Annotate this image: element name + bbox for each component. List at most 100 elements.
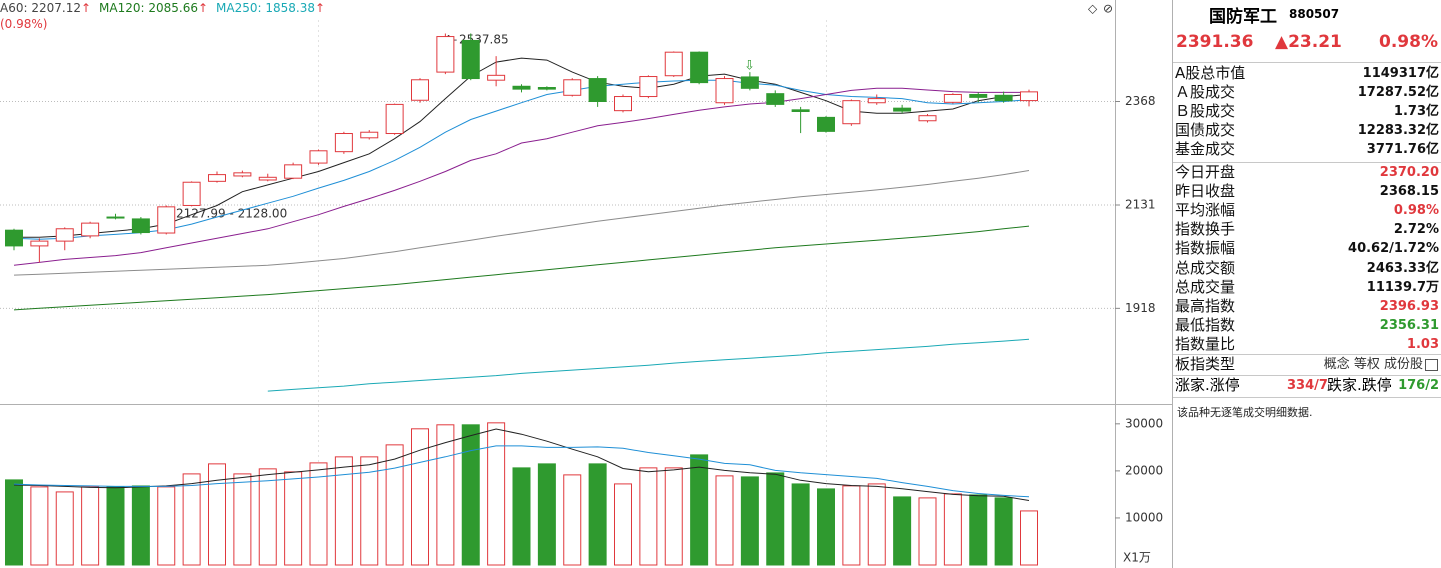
header-line: A60: 2207.12↑ MA120: 2085.66↑ MA250: 1858.… xyxy=(0,0,333,16)
candle-body xyxy=(639,76,658,98)
volume-bar xyxy=(842,485,861,566)
volume-bar xyxy=(208,463,226,566)
candle-body xyxy=(360,131,379,139)
row-label: 今日开盘 xyxy=(1175,163,1236,181)
settings-icon[interactable]: ⊘ xyxy=(1103,2,1113,16)
stat-row: A股总市值 1149317亿 xyxy=(1175,64,1439,83)
stat-row: Ｂ股成交 1.73亿 xyxy=(1175,102,1439,121)
volume-bar xyxy=(817,488,835,566)
candle-body xyxy=(436,36,455,73)
row-label: 总成交量 xyxy=(1175,277,1236,296)
separator xyxy=(1173,62,1441,63)
ma-line xyxy=(13,225,1030,311)
volume-bar xyxy=(233,473,252,566)
candle-body xyxy=(487,74,506,81)
candle-body xyxy=(537,87,556,90)
y-tick-label: 30000 xyxy=(1125,416,1163,430)
candle-body xyxy=(588,78,607,102)
stat-row: 昨日收盘 2368.15 xyxy=(1175,182,1439,201)
volume-bar xyxy=(106,486,125,566)
row-value: 17287.52亿 xyxy=(1357,85,1439,101)
type-icon[interactable] xyxy=(1425,359,1438,371)
up-label: 涨家.涨停 xyxy=(1175,376,1240,394)
candle-body xyxy=(918,115,937,122)
candle-body xyxy=(334,133,353,153)
volume-bar xyxy=(943,493,962,566)
volume-bar xyxy=(5,479,23,566)
note: 该品种无逐笔成交明细数据. xyxy=(1177,406,1313,419)
volume-bar xyxy=(309,462,328,566)
candle-body xyxy=(233,172,252,177)
volume-bar xyxy=(1020,510,1038,566)
candle-body xyxy=(614,96,632,112)
volume-bar xyxy=(639,467,658,566)
volume-bar xyxy=(131,485,150,566)
ma-header: A60: 2207.12↑ MA120: 2085.66↑ MA250: 1858.… xyxy=(0,0,333,32)
candle-body xyxy=(385,103,404,135)
stat-row: 平均涨幅 0.98% xyxy=(1175,201,1439,220)
stat-row: 总成交量 11139.7万 xyxy=(1175,278,1439,297)
row-value: 0.98% xyxy=(1393,203,1439,219)
volume-bar xyxy=(791,483,810,566)
candle-body xyxy=(55,228,74,242)
volume-bar xyxy=(766,472,785,566)
candle-body xyxy=(994,94,1013,102)
down-value: 176/2 xyxy=(1398,378,1439,393)
volume-bar xyxy=(893,496,912,566)
volume-bar xyxy=(918,497,937,566)
stat-row: 总成交额 2463.33亿 xyxy=(1175,259,1439,278)
diamond-icon[interactable]: ◇ xyxy=(1088,2,1098,16)
row-label: 基金成交 xyxy=(1175,140,1236,159)
signal-arrow: ⇩ xyxy=(744,59,755,74)
volume-unit: X1万 xyxy=(1123,551,1151,565)
volume-bar xyxy=(614,483,632,566)
row-value: 2356.31 xyxy=(1379,317,1439,333)
stat-row: 基金成交 3771.76亿 xyxy=(1175,140,1439,159)
row-value: 1.73亿 xyxy=(1393,104,1439,120)
stat-row: 今日开盘 2370.20 xyxy=(1175,163,1439,182)
candle-body xyxy=(284,164,303,179)
volume-bar xyxy=(284,471,303,566)
row-label: 指数振幅 xyxy=(1175,239,1236,258)
row-value: 1149317亿 xyxy=(1362,66,1439,81)
candle-body xyxy=(893,107,912,112)
separator xyxy=(1173,375,1441,376)
candle-body xyxy=(766,93,785,105)
chart-bg xyxy=(0,0,1172,568)
ma-arrow: ↑ xyxy=(80,1,92,15)
index-price: 2391.36 xyxy=(1176,32,1254,52)
candle-body xyxy=(258,176,277,181)
ma-arrow: ↑ xyxy=(197,1,209,15)
volume-bar xyxy=(411,428,429,566)
row-value: 2.72% xyxy=(1393,222,1439,238)
type-row: 板指类型 概念 等权 成份股 xyxy=(1175,355,1439,374)
row-label: 总成交额 xyxy=(1175,258,1236,277)
stat-row: 指数振幅 40.62/1.72% xyxy=(1175,239,1439,258)
candle-body xyxy=(664,51,683,77)
row-label: 指数量比 xyxy=(1175,334,1236,353)
candle-body xyxy=(715,78,734,104)
index-percent: 0.98% xyxy=(1379,32,1438,52)
volume-bar xyxy=(690,454,709,566)
separator xyxy=(1173,397,1441,398)
separator xyxy=(1173,354,1441,355)
stat-row: 指数换手 2.72% xyxy=(1175,220,1439,239)
candle-body xyxy=(106,216,125,219)
header-line: (0.98%) xyxy=(0,16,333,32)
down-label: 跌家.跌停 xyxy=(1327,376,1392,394)
y-tick-label: 1918 xyxy=(1125,301,1156,315)
limit-row: 涨家.涨停 334/7 跌家.跌停 176/2 xyxy=(1175,376,1439,395)
type-value[interactable]: 概念 等权 成份股 xyxy=(1323,357,1423,372)
ma-value: A60: 2207.12 xyxy=(0,1,81,15)
stat-row: 最高指数 2396.93 xyxy=(1175,297,1439,316)
row-label: 平均涨幅 xyxy=(1175,201,1236,220)
candle-body xyxy=(563,79,582,96)
volume-bar xyxy=(334,456,353,566)
candle-body xyxy=(867,98,886,104)
stat-row: 指数量比 1.03 xyxy=(1175,335,1439,354)
ma-arrow: ↑ xyxy=(315,1,326,15)
candle-body xyxy=(842,100,861,125)
candle-body xyxy=(690,51,709,84)
row-label: 指数换手 xyxy=(1175,220,1236,239)
